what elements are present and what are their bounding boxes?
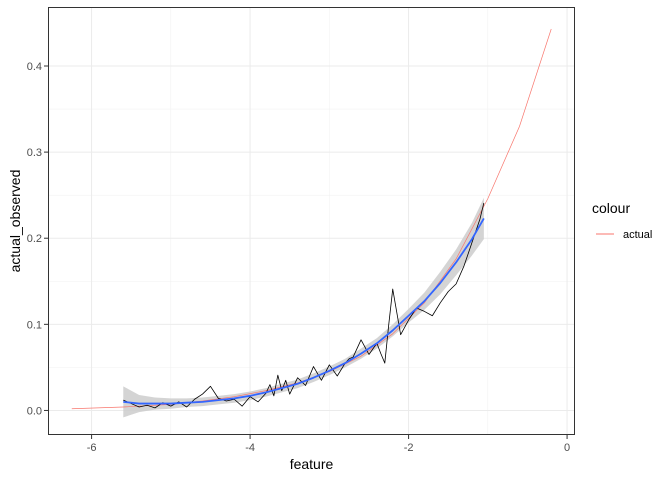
y-tick-label: 0.0 xyxy=(27,405,42,417)
y-axis-title: actual_observed xyxy=(7,170,23,273)
minor-gridlines xyxy=(48,7,575,435)
y-tick-label: 0.3 xyxy=(27,147,42,159)
x-tick-label: -6 xyxy=(87,442,97,454)
y-tick-label: 0.1 xyxy=(27,319,42,331)
x-axis-ticks: -6 -4 -2 0 xyxy=(87,435,570,454)
series-lines xyxy=(71,28,552,410)
legend-label-actual: actual xyxy=(623,229,652,241)
x-tick-label: -2 xyxy=(404,442,414,454)
plot-panel xyxy=(48,7,575,435)
confidence-band xyxy=(123,197,484,418)
x-tick-label: -4 xyxy=(245,442,255,454)
y-tick-label: 0.4 xyxy=(27,61,42,73)
y-axis-ticks: 0.0 0.1 0.2 0.3 0.4 xyxy=(27,61,48,417)
y-tick-label: 0.2 xyxy=(27,233,42,245)
legend: colour actual xyxy=(592,200,652,241)
legend-title: colour xyxy=(592,200,630,216)
plot-border xyxy=(48,7,575,435)
x-tick-label: 0 xyxy=(564,442,570,454)
x-axis-title: feature xyxy=(290,456,334,472)
smooth-fit-line xyxy=(123,217,485,405)
major-gridlines xyxy=(48,7,575,435)
